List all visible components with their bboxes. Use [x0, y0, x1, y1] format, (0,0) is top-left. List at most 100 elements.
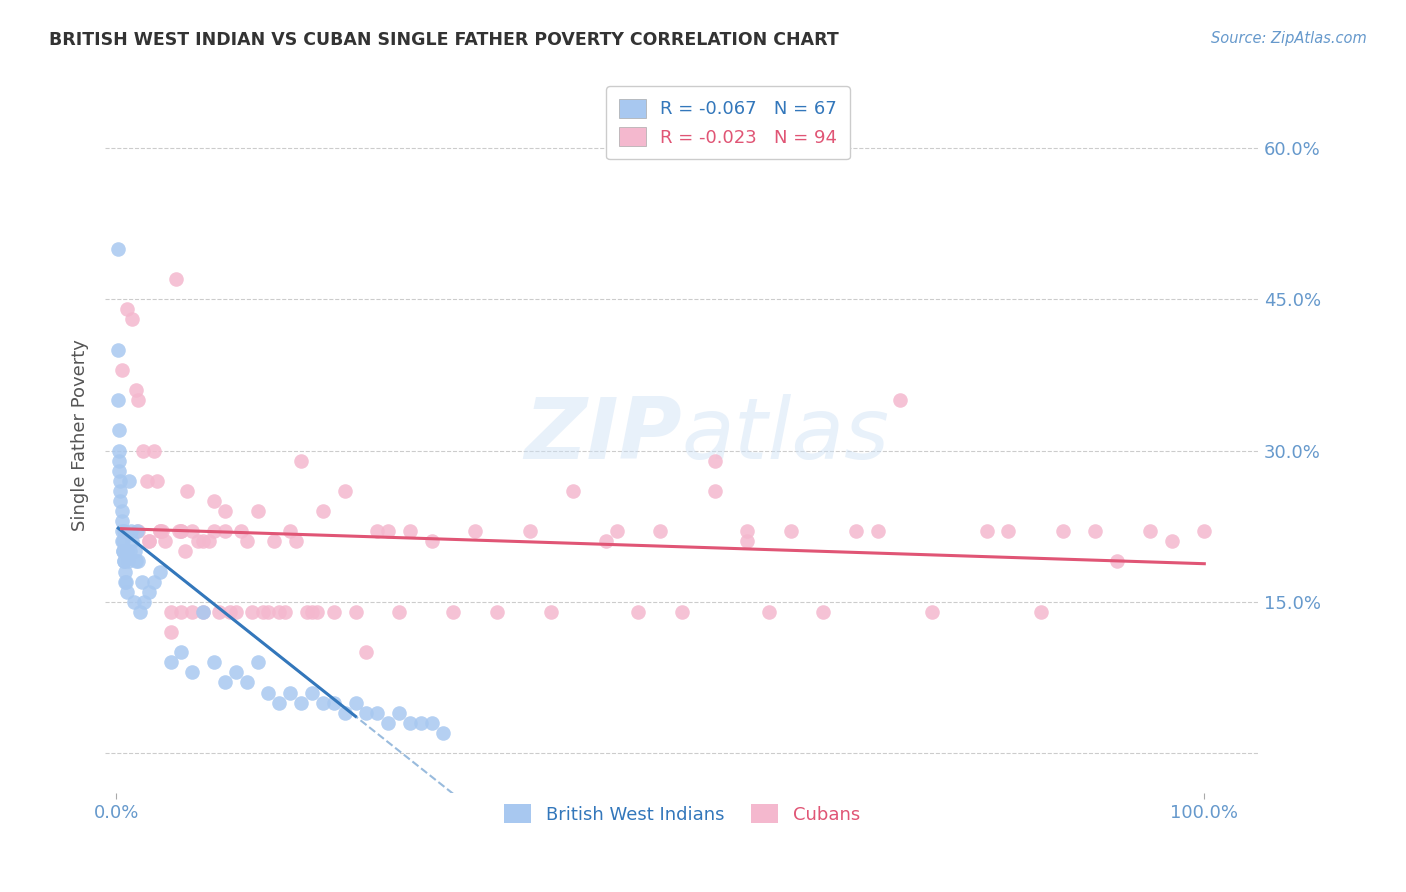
- Point: [120, 544, 142, 558]
- Point: [432, 726, 454, 740]
- Point: [138, 534, 160, 549]
- Point: [219, 605, 242, 619]
- Point: [399, 715, 422, 730]
- Point: [420, 715, 443, 730]
- Point: [121, 312, 143, 326]
- Point: [257, 605, 280, 619]
- Point: [108, 443, 131, 458]
- Y-axis label: Single Father Poverty: Single Father Poverty: [72, 340, 89, 532]
- Point: [159, 605, 181, 619]
- Point: [322, 605, 344, 619]
- Point: [1084, 524, 1107, 538]
- Point: [519, 524, 541, 538]
- Point: [167, 524, 190, 538]
- Point: [997, 524, 1019, 538]
- Point: [1107, 554, 1129, 568]
- Point: [1052, 524, 1074, 538]
- Point: [108, 464, 131, 478]
- Point: [845, 524, 868, 538]
- Point: [125, 383, 148, 397]
- Point: [366, 524, 388, 538]
- Point: [779, 524, 801, 538]
- Point: [143, 574, 166, 589]
- Point: [124, 544, 146, 558]
- Point: [278, 524, 301, 538]
- Point: [146, 474, 169, 488]
- Point: [202, 494, 225, 508]
- Point: [114, 565, 136, 579]
- Point: [127, 554, 149, 568]
- Point: [295, 605, 318, 619]
- Point: [976, 524, 998, 538]
- Point: [173, 544, 195, 558]
- Point: [138, 584, 160, 599]
- Point: [127, 393, 149, 408]
- Point: [115, 544, 138, 558]
- Text: atlas: atlas: [682, 394, 890, 477]
- Point: [703, 483, 725, 498]
- Point: [246, 655, 269, 669]
- Point: [208, 605, 231, 619]
- Point: [181, 524, 204, 538]
- Point: [269, 605, 291, 619]
- Point: [143, 443, 166, 458]
- Point: [388, 605, 411, 619]
- Point: [135, 474, 157, 488]
- Point: [112, 554, 135, 568]
- Point: [110, 534, 132, 549]
- Point: [301, 605, 323, 619]
- Point: [1160, 534, 1182, 549]
- Point: [866, 524, 889, 538]
- Point: [240, 605, 263, 619]
- Point: [1029, 605, 1052, 619]
- Point: [735, 524, 758, 538]
- Point: [344, 696, 367, 710]
- Point: [356, 706, 378, 720]
- Point: [132, 443, 155, 458]
- Point: [356, 645, 378, 659]
- Point: [214, 524, 236, 538]
- Point: [246, 504, 269, 518]
- Point: [110, 514, 132, 528]
- Point: [813, 605, 835, 619]
- Point: [108, 453, 131, 467]
- Point: [290, 696, 312, 710]
- Point: [107, 343, 129, 357]
- Point: [388, 706, 411, 720]
- Point: [170, 605, 193, 619]
- Point: [562, 483, 585, 498]
- Point: [231, 524, 253, 538]
- Point: [121, 534, 143, 549]
- Point: [420, 534, 443, 549]
- Point: [127, 524, 149, 538]
- Point: [307, 605, 329, 619]
- Point: [735, 534, 758, 549]
- Point: [159, 655, 181, 669]
- Point: [110, 524, 132, 538]
- Point: [595, 534, 617, 549]
- Point: [333, 483, 356, 498]
- Point: [1139, 524, 1161, 538]
- Point: [176, 483, 198, 498]
- Point: [181, 605, 204, 619]
- Point: [114, 574, 136, 589]
- Point: [191, 534, 214, 549]
- Point: [110, 483, 132, 498]
- Point: [377, 715, 399, 730]
- Point: [889, 393, 911, 408]
- Text: Source: ZipAtlas.com: Source: ZipAtlas.com: [1211, 31, 1367, 46]
- Point: [235, 675, 257, 690]
- Point: [131, 574, 153, 589]
- Point: [138, 534, 160, 549]
- Point: [312, 696, 335, 710]
- Point: [115, 574, 138, 589]
- Point: [191, 605, 214, 619]
- Point: [118, 474, 141, 488]
- Point: [1194, 524, 1216, 538]
- Point: [165, 272, 187, 286]
- Point: [115, 302, 138, 317]
- Point: [170, 524, 193, 538]
- Point: [485, 605, 508, 619]
- Point: [170, 645, 193, 659]
- Point: [191, 605, 214, 619]
